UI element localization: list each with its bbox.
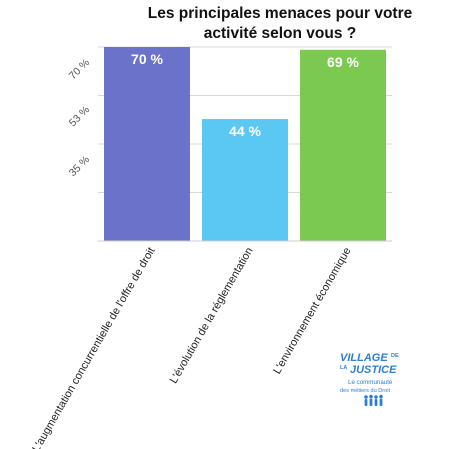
- y-axis-ticks: 35 % 53 % 70 %: [67, 57, 92, 179]
- bar: [104, 47, 190, 241]
- bar-value-label: 69 %: [327, 54, 359, 70]
- logo-graphic: VILLAGE DE LA JUSTICE Le communauté des …: [340, 352, 399, 406]
- bar-value-label: 70 %: [131, 51, 163, 67]
- logo-word-la: LA: [340, 365, 347, 371]
- x-category-label: L'augmentation concurrentielle de l'offr…: [30, 246, 157, 449]
- bars: 70 % 44 % 69 %: [104, 47, 386, 242]
- bar-value-label: 44 %: [229, 123, 261, 139]
- y-tick-label: 70 %: [67, 57, 92, 82]
- logo-word-de: DE: [391, 353, 399, 359]
- bar: [202, 119, 288, 241]
- chart-title: Les principales menaces pour votre activ…: [120, 4, 440, 44]
- y-tick-label: 35 %: [67, 154, 92, 179]
- chart-title-line-1: Les principales menaces pour votre: [147, 5, 413, 22]
- x-axis-labels: L'augmentation concurrentielle de l'offr…: [30, 246, 353, 449]
- bar: [300, 49, 386, 242]
- y-tick-label: 53 %: [67, 104, 92, 129]
- logo-tagline-1: Le communauté: [348, 379, 393, 386]
- village-de-la-justice-logo: VILLAGE DE LA JUSTICE Le communauté des …: [338, 348, 416, 414]
- people-icon: [364, 394, 383, 406]
- logo-tagline-2: des métiers du Droit: [340, 388, 390, 394]
- chart-title-line-2: activité selon vous ?: [203, 25, 357, 42]
- logo-word-village: VILLAGE: [340, 352, 388, 364]
- logo-word-justice: JUSTICE: [350, 364, 397, 376]
- x-category-label: L'évolution de la réglementation: [168, 246, 256, 386]
